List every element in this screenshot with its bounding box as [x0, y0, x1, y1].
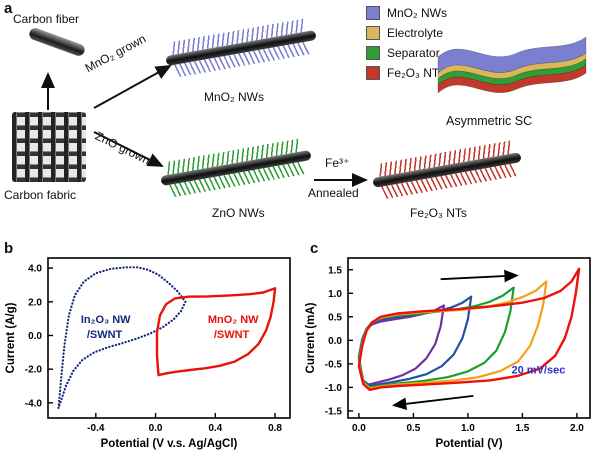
svg-text:1.5: 1.5: [515, 423, 529, 434]
mno2-nws-label: MnO₂ NWs: [204, 90, 264, 104]
legend-item-electrolyte: Electrolyte: [366, 26, 447, 40]
panel-c-cv-chart: c 0.0 0.5 1.0 1.5 2.0 1.5 1.0 0.5 0.0 -0.5 -1.0 -1.…: [300, 240, 600, 450]
svg-text:4.0: 4.0: [28, 264, 42, 275]
svg-text:-2.0: -2.0: [25, 365, 43, 376]
annealed-label: Annealed: [308, 186, 359, 200]
fe2o3-nts-label: Fe₂O₃ NTs: [410, 206, 467, 220]
svg-text:/SWNT: /SWNT: [214, 329, 250, 341]
device-layer-legend: MnO₂ NWs Electrolyte Separator Fe₂O₃ NTs: [366, 6, 447, 86]
svg-text:1.5: 1.5: [328, 265, 342, 276]
svg-text:0.0: 0.0: [149, 423, 163, 434]
svg-text:0.5: 0.5: [328, 312, 342, 323]
svg-text:0.4: 0.4: [208, 423, 222, 434]
svg-text:1.0: 1.0: [461, 423, 475, 434]
mno2-grown-label: MnO₂ grown: [82, 31, 149, 76]
cv-chart-electrode-comparison: -0.4 0.0 0.4 0.8 4.0 2.0 0.0 -2.0 -4.0 In₂O₃ NW/S…: [5, 257, 291, 450]
panel-c-label: c: [310, 240, 319, 257]
svg-text:0.0: 0.0: [28, 331, 42, 342]
svg-text:2.0: 2.0: [570, 423, 584, 434]
zno-grown-label: ZnO grown: [92, 128, 153, 168]
svg-text:-4.0: -4.0: [25, 398, 43, 409]
mno2-nanowire-rod-image: [162, 13, 319, 83]
fe2o3-nanotube-rod-image: [369, 135, 524, 204]
svg-text:0.0: 0.0: [328, 336, 342, 347]
svg-text:-1.0: -1.0: [325, 383, 343, 394]
zno-nws-label: ZnO NWs: [212, 206, 265, 220]
legend-label-fe2o3: Fe₂O₃ NTs: [387, 66, 444, 80]
electrolyte-color-swatch: [366, 26, 380, 40]
svg-text:-0.5: -0.5: [325, 359, 343, 370]
svg-text:2.0: 2.0: [28, 297, 42, 308]
panel-a-label: a: [4, 0, 13, 17]
svg-text:Current (A/g): Current (A/g): [5, 302, 17, 373]
panel-b-cv-chart: b -0.4 0.0 0.4 0.8 4.0 2.0 0.0 -2.0 -4.0 In₂O₃ NW…: [0, 240, 300, 450]
svg-text:Current (mA): Current (mA): [305, 302, 317, 373]
svg-text:20 mV/sec: 20 mV/sec: [512, 364, 566, 376]
legend-label-electrolyte: Electrolyte: [387, 26, 444, 40]
stack-layer-fe2o3: [437, 64, 587, 94]
svg-text:Potential (V v.s. Ag/AgCl): Potential (V v.s. Ag/AgCl): [101, 438, 238, 450]
fe3-ion-label: Fe³⁺: [325, 156, 350, 170]
mno2-grown-arrow: [93, 65, 172, 109]
panel-b-label: b: [4, 240, 14, 257]
legend-item-separator: Separator: [366, 46, 447, 60]
carbon-fiber-image: [27, 26, 87, 58]
svg-text:1.0: 1.0: [328, 289, 342, 300]
carbon-fiber-label: Carbon fiber: [13, 12, 80, 26]
svg-text:In₂O₃ NW: In₂O₃ NW: [81, 314, 131, 326]
svg-text:0.0: 0.0: [352, 423, 366, 434]
legend-label-separator: Separator: [387, 46, 440, 60]
legend-item-mno2: MnO₂ NWs: [366, 6, 447, 20]
separator-color-swatch: [366, 46, 380, 60]
svg-text:0.8: 0.8: [268, 423, 282, 434]
carbon-fabric-image: [12, 112, 86, 182]
asymmetric-sc-label: Asymmetric SC: [446, 114, 533, 128]
svg-text:MnO₂ NW: MnO₂ NW: [208, 314, 259, 326]
carbon-fabric-label: Carbon fabric: [4, 188, 77, 202]
svg-text:0.5: 0.5: [406, 423, 420, 434]
zno-nanowire-rod-image: [157, 133, 314, 203]
svg-text:-1.5: -1.5: [325, 406, 343, 417]
svg-text:/SWNT: /SWNT: [87, 329, 123, 341]
svg-text:Potential (V): Potential (V): [435, 438, 502, 450]
panel-a-schematic: a Carbon fiber Carbon fabric MnO₂ grown …: [4, 0, 587, 220]
legend-label-mno2: MnO₂ NWs: [387, 6, 447, 20]
svg-text:-0.4: -0.4: [87, 423, 105, 434]
fe2o3-color-swatch: [366, 66, 380, 80]
legend-item-fe2o3: Fe₂O₃ NTs: [366, 66, 447, 80]
cv-chart-voltage-windows: 0.0 0.5 1.0 1.5 2.0 1.5 1.0 0.5 0.0 -0.5 -1.0 -1.5 2…: [305, 257, 591, 450]
asymmetric-sc-stack-image: [437, 36, 587, 94]
mno2-color-swatch: [366, 6, 380, 20]
